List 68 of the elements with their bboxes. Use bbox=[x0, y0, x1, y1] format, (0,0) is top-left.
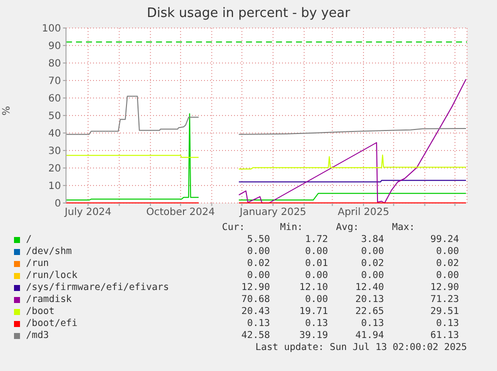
text: 0.00 bbox=[361, 270, 384, 281]
text: 0.00 bbox=[247, 246, 270, 257]
text: 99.24 bbox=[430, 234, 459, 245]
x-tick-label: October 2024 bbox=[146, 207, 215, 218]
y-tick-label: 70 bbox=[48, 76, 61, 88]
text: Min: bbox=[280, 222, 303, 233]
text: 29.51 bbox=[430, 306, 459, 317]
chart-title: Disk usage in percent - by year bbox=[146, 6, 352, 21]
y-axis-title: % bbox=[2, 106, 13, 116]
text: 41.94 bbox=[355, 330, 384, 341]
text: 0.13 bbox=[361, 318, 384, 329]
x-tick-label: January 2025 bbox=[238, 207, 306, 218]
text: 0.00 bbox=[436, 270, 459, 281]
y-tick-label: 0 bbox=[54, 198, 61, 210]
text: 0.13 bbox=[305, 318, 328, 329]
text: 0.00 bbox=[361, 246, 384, 257]
legend-label: /run bbox=[26, 258, 49, 269]
text: 0.02 bbox=[436, 258, 459, 269]
line-series bbox=[238, 78, 466, 204]
text: Last update: Sun Jul 13 02:00:02 2025 bbox=[255, 342, 467, 353]
text: 71.23 bbox=[430, 294, 459, 305]
text: Cur: bbox=[222, 222, 245, 233]
text: 19.71 bbox=[299, 306, 328, 317]
text: 0.13 bbox=[247, 318, 270, 329]
legend-label: /ramdisk bbox=[26, 294, 72, 305]
text: 70.68 bbox=[241, 294, 270, 305]
text: 0.02 bbox=[247, 258, 270, 269]
text: 12.10 bbox=[299, 282, 328, 293]
text: 39.19 bbox=[299, 330, 328, 341]
legend-label: /run/lock bbox=[26, 270, 78, 281]
text: 1.72 bbox=[305, 234, 328, 245]
text: 0.01 bbox=[305, 258, 328, 269]
text: 20.13 bbox=[355, 294, 384, 305]
x-tick-label: July 2024 bbox=[64, 207, 112, 218]
y-tick-label: 20 bbox=[48, 164, 61, 175]
y-tick-label: 40 bbox=[48, 128, 61, 140]
legend-label: /dev/shm bbox=[26, 246, 72, 257]
text: 12.40 bbox=[355, 282, 384, 293]
text: 12.90 bbox=[430, 282, 459, 293]
text: 0.13 bbox=[436, 318, 459, 329]
y-tick-label: 50 bbox=[48, 111, 61, 122]
text: 0.00 bbox=[247, 270, 270, 281]
text: 0.00 bbox=[305, 294, 328, 305]
y-tick-label: 10 bbox=[48, 181, 61, 192]
y-tick-label: 60 bbox=[48, 94, 61, 105]
text: 0.00 bbox=[436, 246, 459, 257]
text: Avg: bbox=[336, 222, 359, 233]
text: 5.50 bbox=[247, 234, 270, 245]
legend-label: /sys/firmware/efi/efivars bbox=[26, 282, 169, 293]
text: 20.43 bbox=[241, 306, 270, 317]
text: 61.13 bbox=[430, 330, 459, 341]
legend-label: /md3 bbox=[26, 330, 49, 341]
text: Max: bbox=[392, 222, 415, 233]
y-tick-label: 90 bbox=[48, 41, 61, 52]
y-tick-label: 100 bbox=[42, 24, 61, 35]
x-tick-label: April 2025 bbox=[338, 207, 390, 218]
text: 0.00 bbox=[305, 270, 328, 281]
text: 42.58 bbox=[241, 330, 270, 341]
text: 0.02 bbox=[361, 258, 384, 269]
legend-label: / bbox=[26, 234, 32, 245]
legend-label: /boot bbox=[26, 306, 55, 317]
y-tick-label: 80 bbox=[48, 58, 61, 70]
text: 3.84 bbox=[361, 234, 384, 245]
text: 22.65 bbox=[355, 306, 384, 317]
text: 12.90 bbox=[241, 282, 270, 293]
y-tick-label: 30 bbox=[48, 146, 61, 158]
legend-label: /boot/efi bbox=[26, 318, 78, 329]
text: 0.00 bbox=[305, 246, 328, 257]
